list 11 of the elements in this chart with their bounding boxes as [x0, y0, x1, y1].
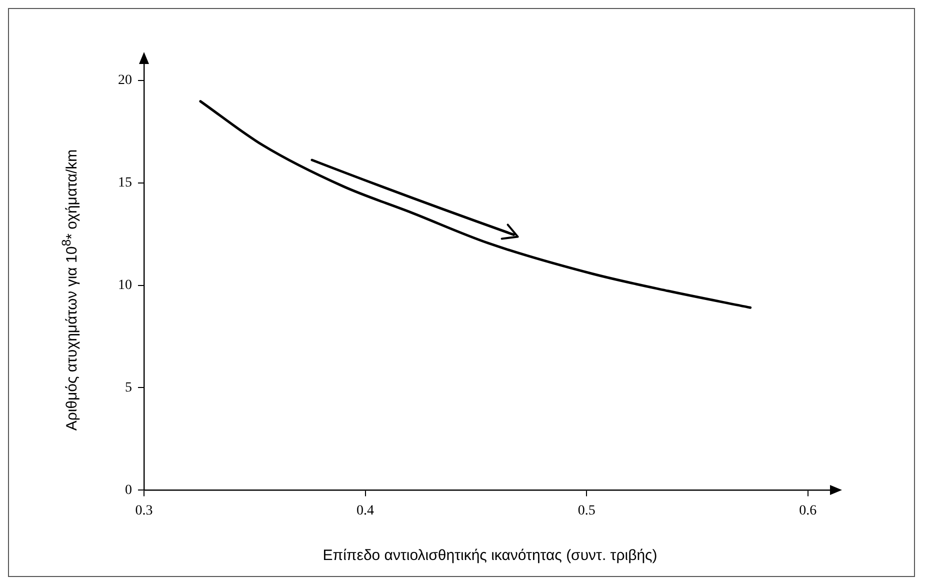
- y-tick-label: 0: [125, 482, 132, 498]
- y-tick-label: 20: [118, 73, 132, 88]
- x-tick-label: 0.5: [578, 503, 596, 518]
- x-axis-title: Επίπεδο αντιολισθητικής ικανότητας (συντ. τριβής): [322, 547, 658, 564]
- line-series: [199, 100, 752, 309]
- y-tick-label: 15: [118, 176, 132, 191]
- x-tick-label: 0.6: [799, 503, 817, 518]
- x-tick-label: 0.4: [356, 503, 374, 518]
- y-tick-label: 10: [118, 278, 132, 293]
- x-tick-label: 0.3: [135, 503, 153, 518]
- y-tick-label: 5: [125, 380, 132, 396]
